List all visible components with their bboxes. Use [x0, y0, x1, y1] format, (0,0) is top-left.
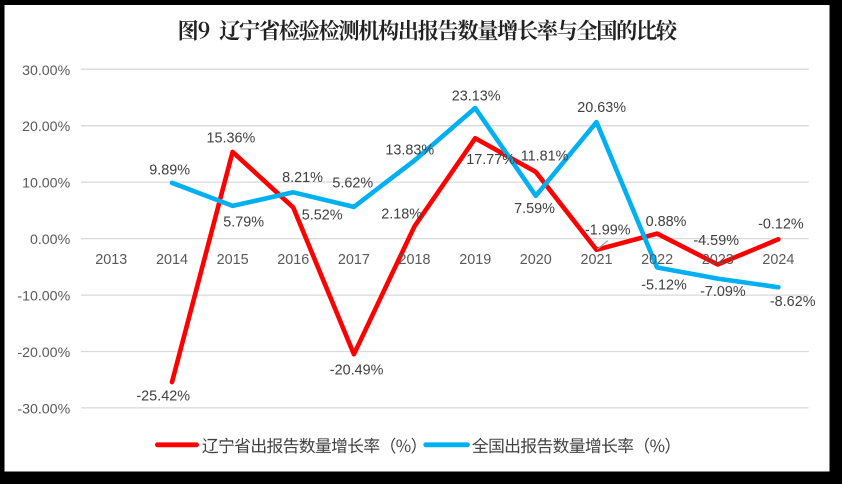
svg-text:17.77%: 17.77%	[466, 152, 515, 168]
svg-text:2023: 2023	[702, 252, 734, 268]
svg-text:23.13%: 23.13%	[452, 89, 501, 105]
svg-text:-10.00%: -10.00%	[17, 289, 70, 305]
svg-text:8.21%: 8.21%	[282, 170, 323, 186]
svg-text:9.89%: 9.89%	[149, 163, 190, 179]
svg-text:-30.00%: -30.00%	[17, 401, 70, 417]
svg-text:2018: 2018	[398, 252, 430, 268]
svg-text:-7.09%: -7.09%	[700, 284, 746, 300]
svg-text:-5.12%: -5.12%	[641, 277, 687, 293]
svg-text:2021: 2021	[580, 252, 612, 268]
svg-text:11.81%: 11.81%	[521, 149, 569, 165]
svg-text:2013: 2013	[95, 252, 127, 268]
svg-text:-8.62%: -8.62%	[770, 294, 816, 310]
svg-text:2014: 2014	[156, 252, 188, 268]
svg-text:20.00%: 20.00%	[22, 119, 71, 135]
svg-text:0.88%: 0.88%	[646, 214, 687, 230]
svg-text:2024: 2024	[762, 252, 794, 268]
svg-text:13.83%: 13.83%	[385, 142, 434, 158]
svg-text:5.79%: 5.79%	[223, 214, 264, 230]
svg-text:2017: 2017	[338, 252, 370, 268]
svg-text:-25.42%: -25.42%	[136, 389, 190, 405]
svg-text:30.00%: 30.00%	[22, 63, 71, 79]
svg-text:0.00%: 0.00%	[30, 232, 71, 248]
svg-text:10.00%: 10.00%	[22, 176, 71, 192]
svg-text:20.63%: 20.63%	[577, 100, 626, 116]
svg-text:2015: 2015	[217, 252, 249, 268]
svg-text:2.18%: 2.18%	[381, 206, 422, 222]
svg-text:2016: 2016	[277, 252, 309, 268]
svg-text:-20.49%: -20.49%	[330, 363, 384, 379]
svg-text:-0.12%: -0.12%	[758, 217, 804, 233]
svg-text:5.62%: 5.62%	[332, 176, 373, 192]
svg-text:2020: 2020	[520, 252, 552, 268]
svg-text:-4.59%: -4.59%	[693, 233, 739, 249]
svg-text:-1.99%: -1.99%	[585, 223, 631, 239]
svg-text:5.52%: 5.52%	[302, 207, 343, 223]
svg-text:7.59%: 7.59%	[514, 201, 555, 217]
svg-text:-20.00%: -20.00%	[17, 345, 70, 361]
svg-text:2022: 2022	[641, 252, 673, 268]
svg-text:15.36%: 15.36%	[206, 131, 255, 147]
svg-text:2019: 2019	[459, 252, 491, 268]
